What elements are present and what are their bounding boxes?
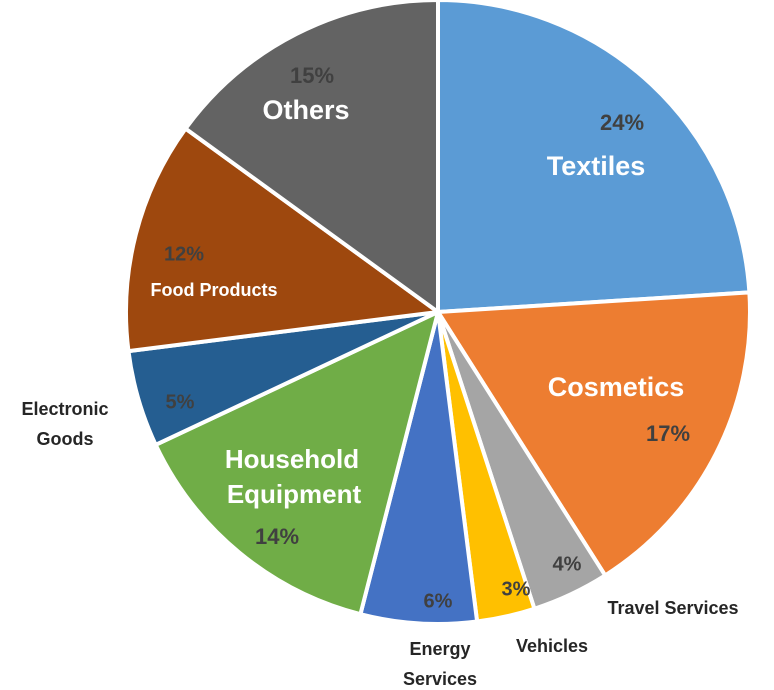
slice-food-products <box>124 126 440 354</box>
pie-slices <box>124 0 752 626</box>
slice-value-label-others: 15% <box>290 63 334 88</box>
slice-value-label-energy-services: 6% <box>424 590 453 612</box>
slice-category-label-travel-services: Travel Services <box>607 598 738 618</box>
pie-labels: 24% Textiles 17% Cosmetics 4% Travel Services… <box>21 63 738 689</box>
slice-category-label-cosmetics: Cosmetics <box>548 372 685 402</box>
slice-value-label-vehicles: 3% <box>502 578 531 600</box>
slice-category-label-others: Others <box>262 95 349 125</box>
slice-value-label-electronic-goods: 5% <box>166 391 195 413</box>
slice-category-label-household-equipment: Household <box>225 444 359 474</box>
slice-value-label-food-products: 12% <box>164 243 204 265</box>
slice-category-label-vehicles: Vehicles <box>516 636 588 656</box>
slice-household-equipment <box>153 310 440 617</box>
slice-cosmetics <box>436 290 752 578</box>
slice-value-label-textiles: 24% <box>600 110 644 135</box>
slice-category-label-energy-services: Services <box>403 669 477 689</box>
slice-value-label-travel-services: 4% <box>553 553 582 575</box>
slice-textiles <box>436 0 752 314</box>
slice-category-label-household-equipment: Equipment <box>227 479 362 509</box>
slice-value-label-household-equipment: 14% <box>255 524 299 549</box>
slice-category-label-energy-services: Energy <box>409 639 470 659</box>
slice-category-label-textiles: Textiles <box>547 151 646 181</box>
slice-category-label-food-products: Food Products <box>151 280 278 300</box>
slice-others <box>183 0 440 314</box>
slice-category-label-electronic-goods: Goods <box>37 429 94 449</box>
slice-value-label-cosmetics: 17% <box>646 421 690 446</box>
slice-category-label-electronic-goods: Electronic <box>21 399 108 419</box>
